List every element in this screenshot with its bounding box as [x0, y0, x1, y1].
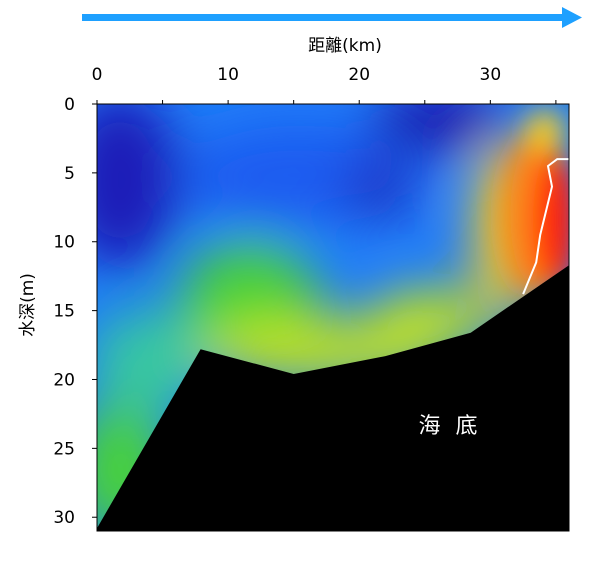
- seabed-area: [97, 265, 569, 531]
- heatmap-field: [97, 104, 569, 531]
- plot-frame: [96, 103, 570, 532]
- y-tick-label: 10: [53, 233, 75, 253]
- y-tick-label: 25: [53, 439, 75, 459]
- y-tick-label: 30: [53, 508, 75, 528]
- y-axis-title: 水深(m): [18, 273, 38, 337]
- overlay-layer: [97, 158, 569, 531]
- y-tick-label: 0: [64, 95, 75, 115]
- direction-arrow: [82, 7, 582, 28]
- seabed-label: 海 底: [419, 414, 482, 439]
- x-tick-label: 20: [348, 65, 370, 85]
- x-axis: 0 10 20 30: [92, 65, 557, 104]
- y-axis: 0 5 10 15 20 25 30: [53, 95, 97, 528]
- x-tick-label: 10: [217, 65, 239, 85]
- y-tick-label: 20: [53, 370, 75, 390]
- y-tick-label: 15: [53, 302, 75, 322]
- x-tick-label: 0: [92, 65, 103, 85]
- y-tick-label: 5: [64, 164, 75, 184]
- x-tick-label: 30: [480, 65, 502, 85]
- contour-line: [522, 158, 569, 295]
- x-axis-title: 距離(km): [308, 36, 382, 56]
